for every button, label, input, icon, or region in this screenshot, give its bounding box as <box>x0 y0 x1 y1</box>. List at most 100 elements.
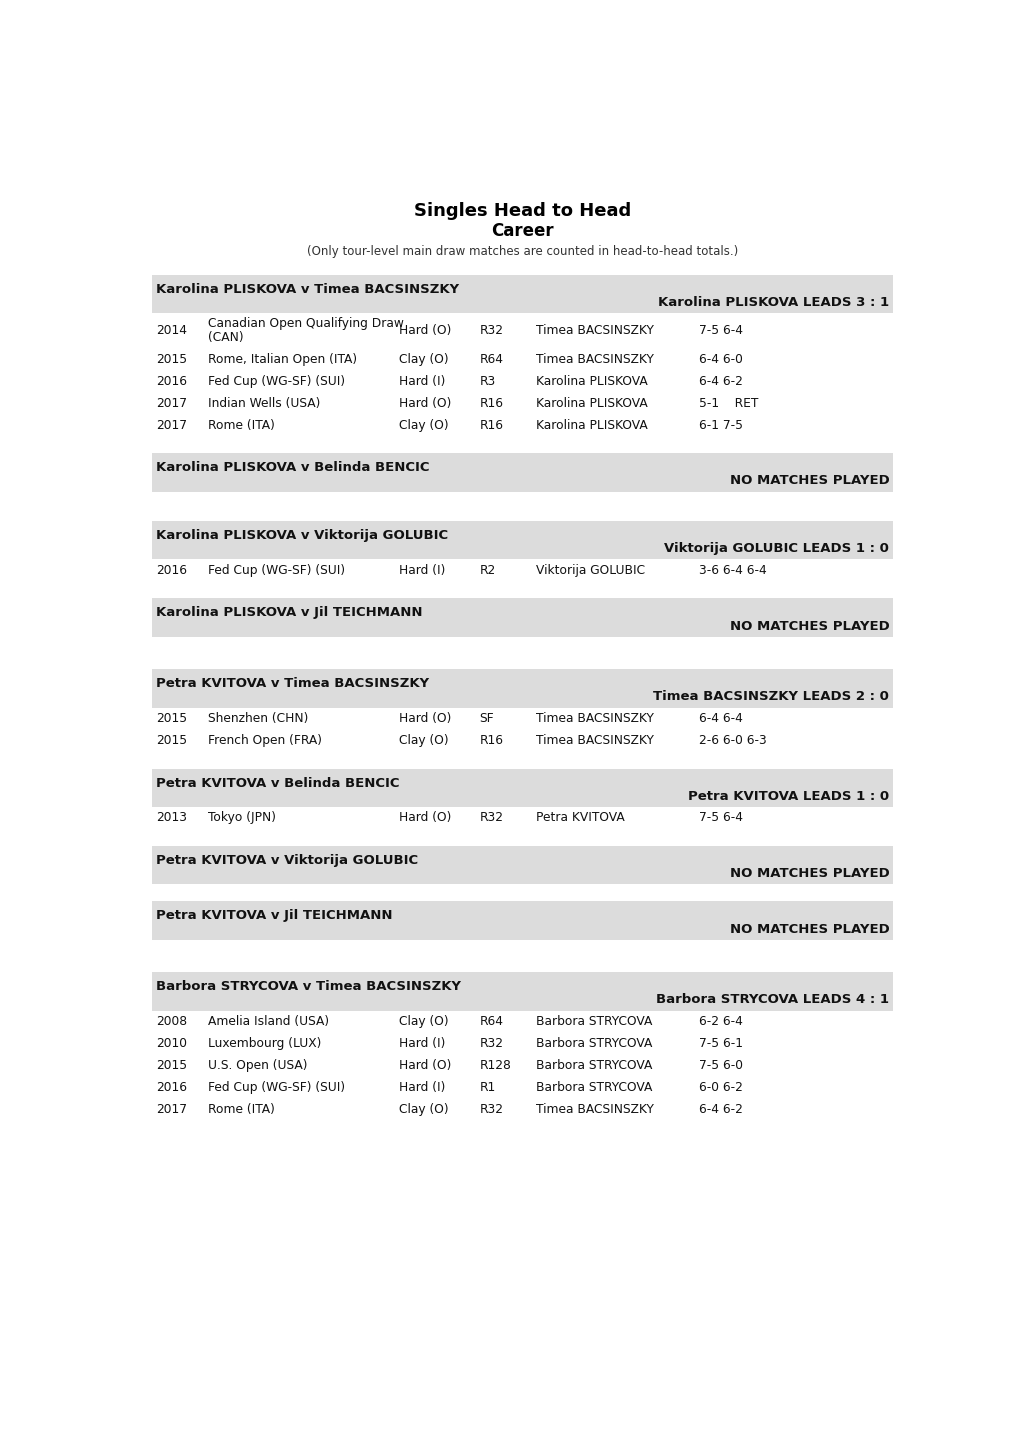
FancyBboxPatch shape <box>152 598 893 637</box>
FancyBboxPatch shape <box>152 973 893 1010</box>
Text: Hard (I): Hard (I) <box>398 563 444 576</box>
FancyBboxPatch shape <box>152 669 893 708</box>
Text: Canadian Open Qualifying Draw: Canadian Open Qualifying Draw <box>208 317 404 330</box>
Text: Barbora STRYCOVA: Barbora STRYCOVA <box>535 1081 652 1094</box>
Text: Singles Head to Head: Singles Head to Head <box>414 202 631 220</box>
Text: R32: R32 <box>479 1038 502 1050</box>
Text: (Only tour-level main draw matches are counted in head-to-head totals.): (Only tour-level main draw matches are c… <box>307 245 738 258</box>
Text: Barbora STRYCOVA: Barbora STRYCOVA <box>535 1059 652 1072</box>
Text: Karolina PLISKOVA: Karolina PLISKOVA <box>535 375 647 388</box>
Text: 7-5 6-4: 7-5 6-4 <box>698 811 742 824</box>
Text: Hard (O): Hard (O) <box>398 712 450 725</box>
Text: 2017: 2017 <box>156 396 187 409</box>
Text: U.S. Open (USA): U.S. Open (USA) <box>208 1059 308 1072</box>
Text: NO MATCHES PLAYED: NO MATCHES PLAYED <box>729 922 889 935</box>
Text: Barbora STRYCOVA LEADS 4 : 1: Barbora STRYCOVA LEADS 4 : 1 <box>655 993 889 1006</box>
Text: 2008: 2008 <box>156 1014 187 1027</box>
Text: R64: R64 <box>479 353 502 366</box>
Text: NO MATCHES PLAYED: NO MATCHES PLAYED <box>729 620 889 633</box>
Text: Karolina PLISKOVA v Jil TEICHMANN: Karolina PLISKOVA v Jil TEICHMANN <box>156 607 422 620</box>
Text: R16: R16 <box>479 419 502 432</box>
Text: 2017: 2017 <box>156 419 187 432</box>
Text: Petra KVITOVA v Timea BACSINSZKY: Petra KVITOVA v Timea BACSINSZKY <box>156 677 429 690</box>
FancyBboxPatch shape <box>152 275 893 313</box>
Text: Indian Wells (USA): Indian Wells (USA) <box>208 396 320 409</box>
Text: Timea BACSINSZKY: Timea BACSINSZKY <box>535 712 653 725</box>
Text: Hard (I): Hard (I) <box>398 1081 444 1094</box>
Text: Amelia Island (USA): Amelia Island (USA) <box>208 1014 329 1027</box>
Text: Hard (O): Hard (O) <box>398 324 450 337</box>
Text: Timea BACSINSZKY: Timea BACSINSZKY <box>535 1102 653 1115</box>
Text: Petra KVITOVA LEADS 1 : 0: Petra KVITOVA LEADS 1 : 0 <box>688 790 889 803</box>
Text: Luxembourg (LUX): Luxembourg (LUX) <box>208 1038 321 1050</box>
Text: Rome (ITA): Rome (ITA) <box>208 1102 275 1115</box>
Text: Barbora STRYCOVA: Barbora STRYCOVA <box>535 1038 652 1050</box>
Text: 2015: 2015 <box>156 353 187 366</box>
Text: 2015: 2015 <box>156 733 187 746</box>
Text: 6-1 7-5: 6-1 7-5 <box>698 419 742 432</box>
Text: Clay (O): Clay (O) <box>398 353 448 366</box>
Text: NO MATCHES PLAYED: NO MATCHES PLAYED <box>729 474 889 487</box>
FancyBboxPatch shape <box>152 846 893 885</box>
Text: Timea BACSINSZKY: Timea BACSINSZKY <box>535 733 653 746</box>
Text: Clay (O): Clay (O) <box>398 1102 448 1115</box>
Text: 7-5 6-4: 7-5 6-4 <box>698 324 742 337</box>
Text: 2015: 2015 <box>156 712 187 725</box>
FancyBboxPatch shape <box>152 454 893 491</box>
Text: 6-4 6-0: 6-4 6-0 <box>698 353 742 366</box>
Text: Karolina PLISKOVA v Timea BACSINSZKY: Karolina PLISKOVA v Timea BACSINSZKY <box>156 282 459 295</box>
Text: R16: R16 <box>479 733 502 746</box>
Text: R32: R32 <box>479 1102 502 1115</box>
Text: Karolina PLISKOVA LEADS 3 : 1: Karolina PLISKOVA LEADS 3 : 1 <box>657 295 889 308</box>
FancyBboxPatch shape <box>152 768 893 807</box>
Text: 6-0 6-2: 6-0 6-2 <box>698 1081 742 1094</box>
Text: 7-5 6-1: 7-5 6-1 <box>698 1038 742 1050</box>
Text: 2016: 2016 <box>156 1081 187 1094</box>
Text: 2013: 2013 <box>156 811 187 824</box>
Text: Barbora STRYCOVA v Timea BACSINSZKY: Barbora STRYCOVA v Timea BACSINSZKY <box>156 980 461 993</box>
Text: 2016: 2016 <box>156 563 187 576</box>
Text: Timea BACSINSZKY LEADS 2 : 0: Timea BACSINSZKY LEADS 2 : 0 <box>653 690 889 703</box>
Text: R1: R1 <box>479 1081 495 1094</box>
Text: R2: R2 <box>479 563 495 576</box>
Text: R32: R32 <box>479 324 502 337</box>
Text: Karolina PLISKOVA v Belinda BENCIC: Karolina PLISKOVA v Belinda BENCIC <box>156 461 429 474</box>
Text: 2017: 2017 <box>156 1102 187 1115</box>
Text: R3: R3 <box>479 375 495 388</box>
Text: Clay (O): Clay (O) <box>398 733 448 746</box>
Text: Hard (O): Hard (O) <box>398 396 450 409</box>
Text: Career: Career <box>491 222 553 241</box>
Text: Tokyo (JPN): Tokyo (JPN) <box>208 811 276 824</box>
Text: Karolina PLISKOVA: Karolina PLISKOVA <box>535 419 647 432</box>
Text: 2015: 2015 <box>156 1059 187 1072</box>
Text: 6-4 6-2: 6-4 6-2 <box>698 375 742 388</box>
Text: Rome, Italian Open (ITA): Rome, Italian Open (ITA) <box>208 353 357 366</box>
Text: Fed Cup (WG-SF) (SUI): Fed Cup (WG-SF) (SUI) <box>208 1081 344 1094</box>
Text: SF: SF <box>479 712 493 725</box>
Text: Petra KVITOVA v Belinda BENCIC: Petra KVITOVA v Belinda BENCIC <box>156 777 399 790</box>
Text: Petra KVITOVA v Viktorija GOLUBIC: Petra KVITOVA v Viktorija GOLUBIC <box>156 855 418 867</box>
Text: 2016: 2016 <box>156 375 187 388</box>
Text: Hard (I): Hard (I) <box>398 1038 444 1050</box>
Text: Hard (O): Hard (O) <box>398 1059 450 1072</box>
Text: Petra KVITOVA v Jil TEICHMANN: Petra KVITOVA v Jil TEICHMANN <box>156 909 392 922</box>
Text: 7-5 6-0: 7-5 6-0 <box>698 1059 742 1072</box>
Text: Petra KVITOVA: Petra KVITOVA <box>535 811 624 824</box>
Text: 6-4 6-2: 6-4 6-2 <box>698 1102 742 1115</box>
Text: Timea BACSINSZKY: Timea BACSINSZKY <box>535 324 653 337</box>
Text: Viktorija GOLUBIC: Viktorija GOLUBIC <box>535 563 644 576</box>
Text: 2014: 2014 <box>156 324 187 337</box>
Text: French Open (FRA): French Open (FRA) <box>208 733 322 746</box>
Text: 6-2 6-4: 6-2 6-4 <box>698 1014 742 1027</box>
Text: Hard (I): Hard (I) <box>398 375 444 388</box>
Text: 5-1    RET: 5-1 RET <box>698 396 757 409</box>
Text: Hard (O): Hard (O) <box>398 811 450 824</box>
Text: Clay (O): Clay (O) <box>398 1014 448 1027</box>
Text: R64: R64 <box>479 1014 502 1027</box>
Text: 2-6 6-0 6-3: 2-6 6-0 6-3 <box>698 733 765 746</box>
Text: Rome (ITA): Rome (ITA) <box>208 419 275 432</box>
Text: 3-6 6-4 6-4: 3-6 6-4 6-4 <box>698 563 765 576</box>
Text: R128: R128 <box>479 1059 511 1072</box>
FancyBboxPatch shape <box>152 901 893 940</box>
Text: 2010: 2010 <box>156 1038 187 1050</box>
